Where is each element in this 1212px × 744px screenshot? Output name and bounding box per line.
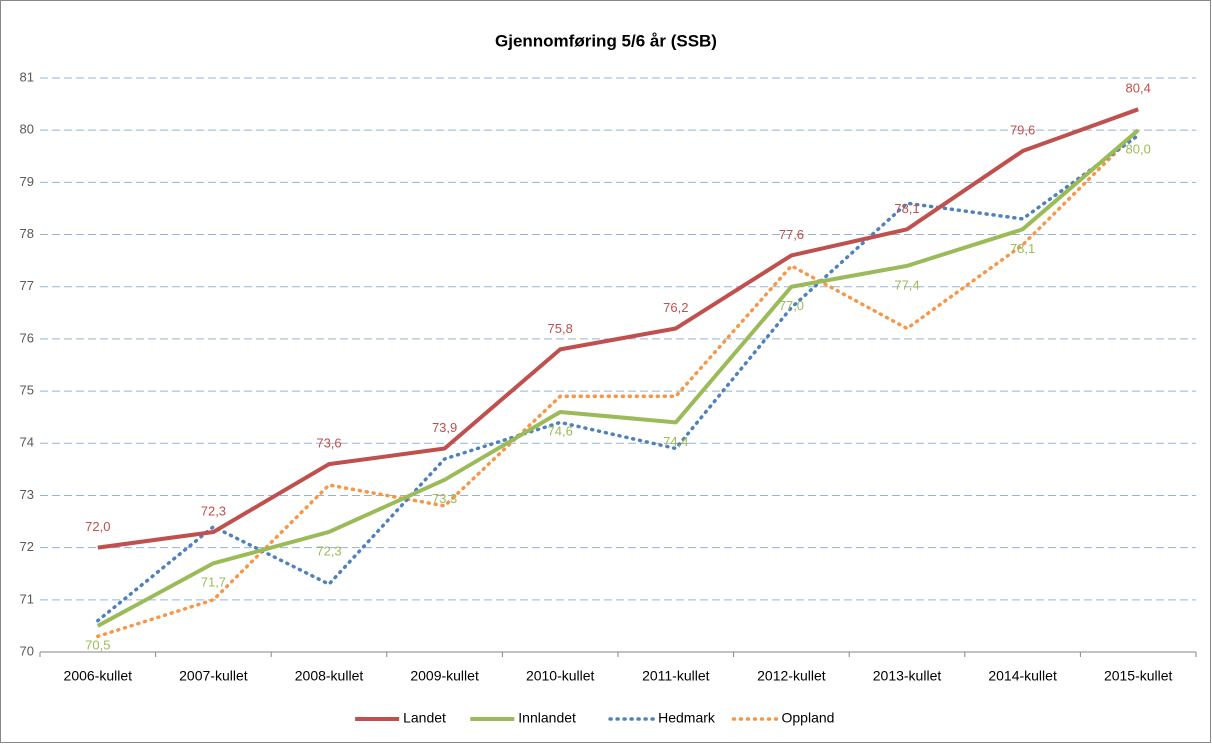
y-tick-label: 73 [20, 487, 34, 502]
data-label: 71,7 [201, 575, 226, 590]
data-label: 73,6 [316, 436, 341, 451]
x-tick-label: 2008-kullet [295, 668, 364, 684]
legend-label: Landet [403, 710, 446, 726]
data-label: 72,0 [85, 519, 110, 534]
x-tick-label: 2012-kullet [757, 668, 826, 684]
y-tick-label: 74 [20, 435, 34, 450]
x-tick-label: 2015-kullet [1104, 668, 1173, 684]
y-tick-label: 80 [20, 122, 34, 137]
data-label: 70,5 [85, 637, 110, 652]
data-label: 73,3 [432, 491, 457, 506]
y-tick-label: 72 [20, 539, 34, 554]
x-tick-label: 2007-kullet [179, 668, 248, 684]
legend-label: Innlandet [518, 710, 576, 726]
series-line [96, 133, 1140, 623]
data-label: 80,4 [1126, 81, 1151, 96]
series-line [96, 128, 1140, 639]
legend-label: Oppland [782, 710, 835, 726]
x-tick-label: 2009-kullet [410, 668, 479, 684]
legend-label: Hedmark [658, 710, 716, 726]
data-label: 77,6 [779, 227, 804, 242]
data-label: 74,4 [663, 434, 688, 449]
y-tick-label: 77 [20, 278, 34, 293]
x-tick-label: 2010-kullet [526, 668, 595, 684]
chart-title: Gjennomføring 5/6 år (SSB) [495, 31, 717, 50]
y-tick-label: 76 [20, 330, 34, 345]
x-tick-label: 2006-kullet [64, 668, 133, 684]
data-label: 75,8 [548, 321, 573, 336]
y-tick-label: 81 [20, 69, 34, 84]
y-tick-label: 70 [20, 643, 34, 658]
data-label: 73,9 [432, 420, 457, 435]
data-label: 76,2 [663, 300, 688, 315]
data-label: 80,0 [1126, 142, 1151, 157]
data-label: 77,0 [779, 298, 804, 313]
data-label: 78,1 [1010, 241, 1035, 256]
data-label: 77,4 [894, 277, 919, 292]
x-tick-label: 2014-kullet [988, 668, 1057, 684]
data-label: 74,6 [548, 423, 573, 438]
y-tick-label: 75 [20, 383, 34, 398]
data-label: 72,3 [201, 503, 226, 518]
data-label: 79,6 [1010, 122, 1035, 137]
y-tick-label: 71 [20, 591, 34, 606]
series-line [96, 128, 1140, 628]
data-label: 72,3 [316, 543, 341, 558]
y-tick-label: 79 [20, 174, 34, 189]
y-tick-label: 78 [20, 226, 34, 241]
series-line [97, 107, 1139, 550]
data-label: 78,1 [894, 201, 919, 216]
x-tick-label: 2011-kullet [642, 668, 710, 684]
x-tick-label: 2013-kullet [873, 668, 942, 684]
